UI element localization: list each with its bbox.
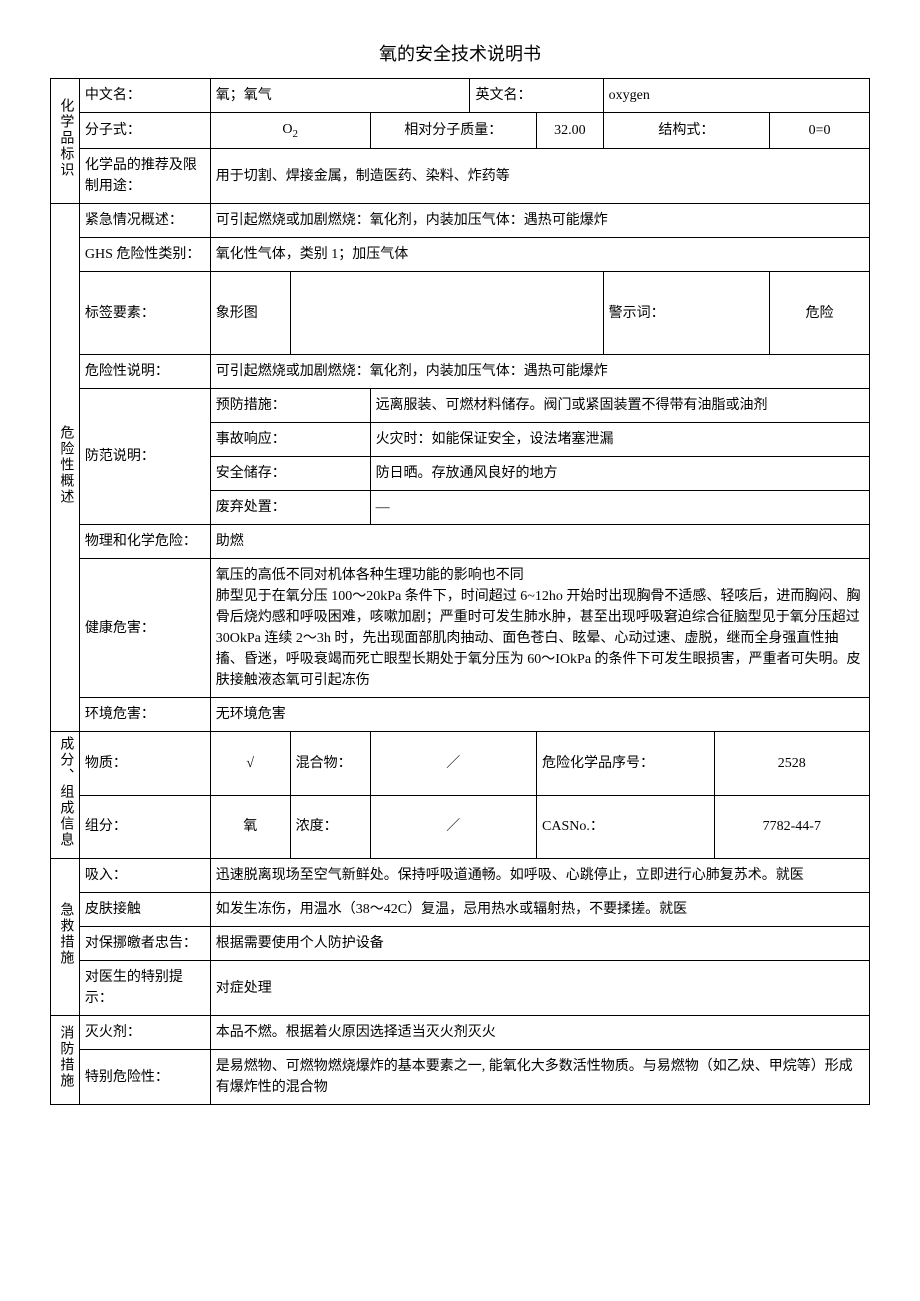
value-protector: 根据需要使用个人防护设备 xyxy=(210,927,869,961)
section-firefighting: 消防措施 xyxy=(51,1016,80,1105)
label-doctor: 对医生的特别提示： xyxy=(79,961,210,1016)
section-firstaid: 急救措施 xyxy=(51,859,80,1016)
value-substance: √ xyxy=(210,732,290,795)
label-index: 危险化学品序号： xyxy=(537,732,715,795)
label-cas: CASNo.： xyxy=(537,795,715,858)
value-cn-name: 氧；氧气 xyxy=(210,79,470,113)
label-mixture: 混合物： xyxy=(290,732,370,795)
label-extinguisher: 灭火剂： xyxy=(79,1016,210,1050)
label-ghs: GHS 危险性类别： xyxy=(79,238,210,272)
value-concentration: ／ xyxy=(370,795,536,858)
section-identification: 化学品标识 xyxy=(51,79,80,204)
label-tag: 标签要素： xyxy=(79,272,210,355)
label-emergency: 紧急情况概述： xyxy=(79,204,210,238)
label-signal: 警示词： xyxy=(603,272,769,355)
value-env: 无环境危害 xyxy=(210,698,869,732)
label-health: 健康危害： xyxy=(79,559,210,698)
value-pictogram xyxy=(290,272,603,355)
label-storage: 安全储存： xyxy=(210,457,370,491)
label-physchem: 物理和化学危险： xyxy=(79,525,210,559)
label-protector: 对保挪皦者忠告： xyxy=(79,927,210,961)
value-inhale: 迅速脱离现场至空气新鲜处。保持呼吸道通畅。如呼吸、心跳停止，立即进行心肺复苏术。… xyxy=(210,859,869,893)
value-molwt: 32.00 xyxy=(537,113,604,149)
value-ghs: 氧化性气体，类别 1；加压气体 xyxy=(210,238,869,272)
section-composition: 成分、组成信息 xyxy=(51,732,80,859)
label-en-name: 英文名： xyxy=(470,79,603,113)
value-cas: 7782-44-7 xyxy=(714,795,869,858)
label-substance: 物质： xyxy=(79,732,210,795)
value-signal: 危险 xyxy=(770,272,870,355)
value-mixture: ／ xyxy=(370,732,536,795)
value-storage: 防日晒。存放通风良好的地方 xyxy=(370,457,869,491)
page-title: 氧的安全技术说明书 xyxy=(50,40,870,66)
value-use: 用于切割、焊接金属，制造医药、染料、炸药等 xyxy=(210,149,869,204)
label-struct: 结构式： xyxy=(603,113,769,149)
label-special-hazard: 特别危险性： xyxy=(79,1050,210,1105)
label-prevent: 预防措施： xyxy=(210,389,370,423)
value-health: 氧压的高低不同对机体各种生理功能的影响也不同 肺型见于在氧分压 100～20kP… xyxy=(210,559,869,698)
label-dispose: 废弃处置： xyxy=(210,491,370,525)
value-struct: 0=0 xyxy=(770,113,870,149)
value-component: 氧 xyxy=(210,795,290,858)
value-dispose: — xyxy=(370,491,869,525)
label-response: 事故响应： xyxy=(210,423,370,457)
label-skin: 皮肤接触 xyxy=(79,893,210,927)
label-component: 组分： xyxy=(79,795,210,858)
label-use: 化学品的推荐及限制用途： xyxy=(79,149,210,204)
label-formula: 分子式： xyxy=(79,113,210,149)
value-extinguisher: 本品不燃。根据着火原因选择适当灭火剂灭火 xyxy=(210,1016,869,1050)
label-env: 环境危害： xyxy=(79,698,210,732)
value-formula: O2 xyxy=(210,113,370,149)
value-skin: 如发生冻伤，用温水（38～42C）复温，忌用热水或辐射热，不要揉搓。就医 xyxy=(210,893,869,927)
label-precaution: 防范说明： xyxy=(79,389,210,525)
value-prevent: 远离服装、可燃材料储存。阀门或紧固装置不得带有油脂或油剂 xyxy=(370,389,869,423)
value-physchem: 助燃 xyxy=(210,525,869,559)
label-pictogram: 象形图 xyxy=(210,272,290,355)
label-concentration: 浓度： xyxy=(290,795,370,858)
label-molwt: 相对分子质量： xyxy=(370,113,536,149)
label-hazdesc: 危险性说明： xyxy=(79,355,210,389)
label-inhale: 吸入： xyxy=(79,859,210,893)
label-cn-name: 中文名： xyxy=(79,79,210,113)
section-hazard-overview: 危险性概述 xyxy=(51,204,80,732)
value-en-name: oxygen xyxy=(603,79,869,113)
value-index: 2528 xyxy=(714,732,869,795)
value-doctor: 对症处理 xyxy=(210,961,869,1016)
value-hazdesc: 可引起燃烧或加剧燃烧：氧化剂，内装加压气体：遇热可能爆炸 xyxy=(210,355,869,389)
sds-table: 化学品标识 中文名： 氧；氧气 英文名： oxygen 分子式： O2 相对分子… xyxy=(50,78,870,1105)
value-special-hazard: 是易燃物、可燃物燃烧爆炸的基本要素之一, 能氧化大多数活性物质。与易燃物（如乙炔… xyxy=(210,1050,869,1105)
value-emergency: 可引起燃烧或加剧燃烧：氧化剂，内装加压气体：遇热可能爆炸 xyxy=(210,204,869,238)
value-response: 火灾时：如能保证安全，设法堵塞泄漏 xyxy=(370,423,869,457)
